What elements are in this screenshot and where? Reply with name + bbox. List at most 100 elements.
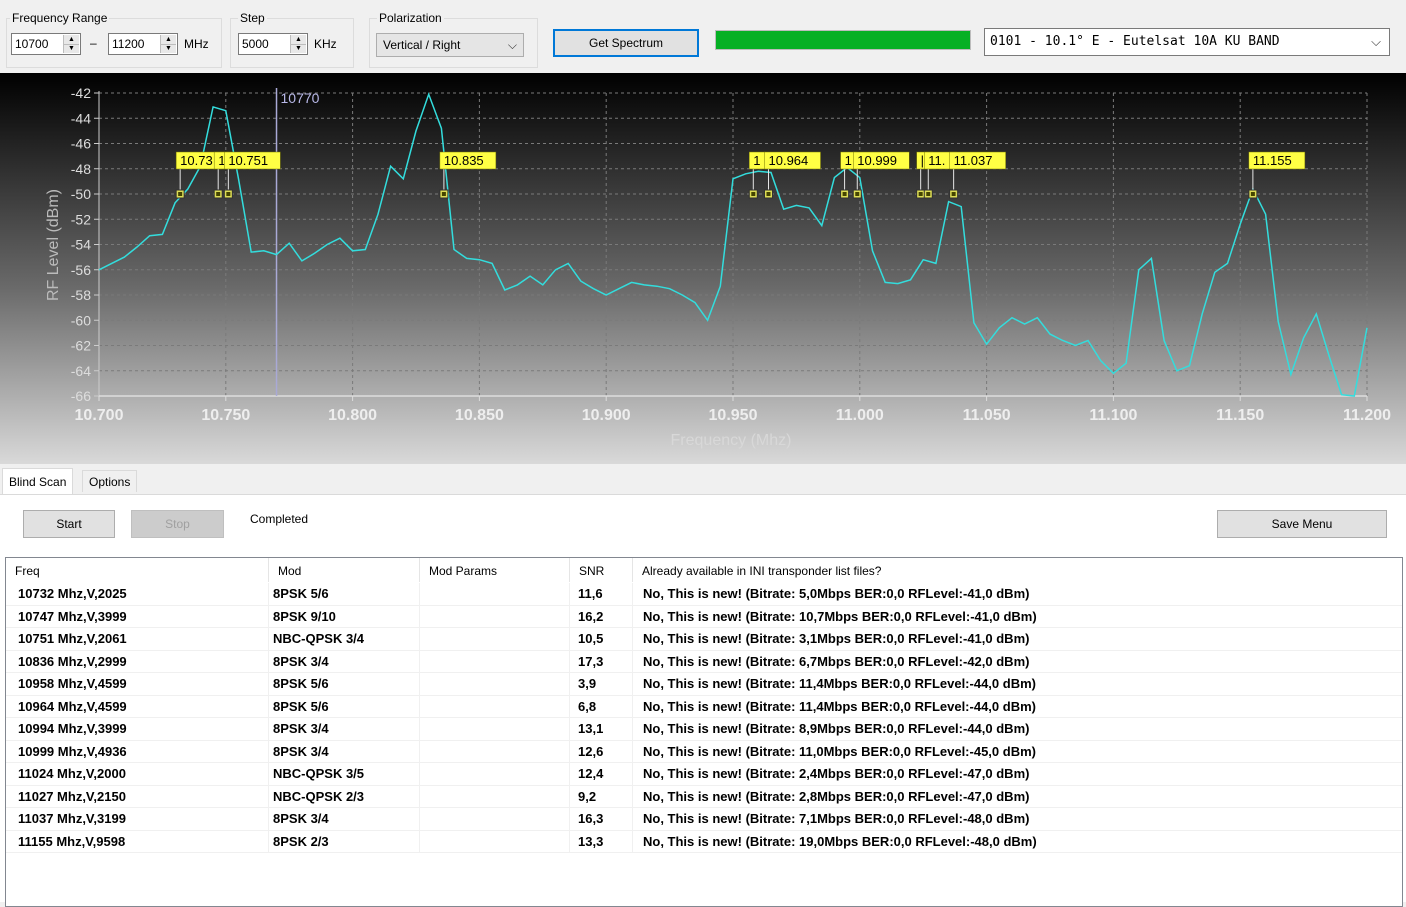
cell-availability: No, This is new! (Bitrate: 11,0Mbps BER:…	[633, 741, 1402, 763]
polarization-select[interactable]: Vertical / Right ⌵	[376, 33, 524, 57]
freq-range-dash: –	[90, 36, 97, 50]
cell-availability: No, This is new! (Bitrate: 11,4Mbps BER:…	[633, 673, 1402, 696]
cell-mod: 8PSK 3/4	[269, 808, 420, 831]
x-tick-label: 11.050	[963, 407, 1011, 424]
stop-label: Stop	[165, 517, 190, 531]
column-header-mod-params[interactable]: Mod Params	[420, 558, 570, 582]
freq-to-spinner[interactable]: 11200 ▲ ▼	[108, 33, 178, 55]
spin-up-icon[interactable]: ▲	[161, 35, 176, 44]
marker-label: 10.751	[228, 153, 268, 168]
y-tick-label: -48	[71, 161, 91, 177]
tab-blind-scan-label: Blind Scan	[9, 475, 67, 489]
cell-freq: 10732 Mhz,V,2025	[6, 583, 269, 606]
x-axis-title: Frequency (Mhz)	[671, 432, 792, 449]
start-button[interactable]: Start	[23, 510, 115, 538]
step-unit-label: KHz	[314, 37, 337, 51]
cell-snr: 6,8	[570, 695, 633, 718]
tab-options-label: Options	[89, 475, 131, 489]
step-group	[230, 18, 354, 68]
marker-square-dot	[951, 192, 956, 196]
column-header-mod[interactable]: Mod	[269, 558, 420, 582]
spin-down-icon[interactable]: ▼	[161, 43, 176, 53]
toolbar: Frequency Range 10700 ▲ ▼ – 11200 ▲ ▼ MHz …	[0, 0, 1406, 72]
table-row[interactable]: 10751 Mhz,V,2061 NBC-QPSK 3/4 10,5 No, This…	[6, 628, 1402, 651]
marker-label-box	[224, 151, 281, 170]
marker-square-dot	[926, 192, 931, 196]
transponder-list[interactable]: Freq Mod Mod Params SNR Already availabl…	[5, 557, 1403, 907]
table-row[interactable]: 10994 Mhz,V,3999 8PSK 3/4 13,1 No, This is …	[6, 718, 1402, 741]
marker-label-box	[439, 151, 497, 170]
spin-up-icon[interactable]: ▲	[64, 35, 79, 44]
chart-axes: -42 -44 -46 -48 -50 -52 -54 -56 -58 -60 -62 -64 -66 1…	[71, 85, 1391, 424]
table-row[interactable]: 10747 Mhz,V,3999 8PSK 9/10 16,2 No, This is…	[6, 605, 1402, 628]
y-tick-label: -56	[71, 262, 91, 278]
spin-down-icon[interactable]: ▼	[64, 43, 79, 53]
cell-freq: 10994 Mhz,V,3999	[6, 718, 269, 741]
x-tick-label: 10.750	[201, 407, 250, 424]
marker-label: 1	[845, 153, 852, 168]
x-tick-label: 11.000	[836, 407, 884, 424]
step-spinner[interactable]: 5000 ▲ ▼	[238, 33, 308, 55]
cell-freq: 11037 Mhz,V,3199	[6, 808, 269, 831]
get-spectrum-button[interactable]: Get Spectrum	[553, 29, 699, 57]
cell-mod-params	[420, 830, 570, 853]
table-row[interactable]: 10836 Mhz,V,2999 8PSK 3/4 17,3 No, This is …	[6, 650, 1402, 673]
tab-options[interactable]: Options	[82, 470, 138, 492]
cell-availability: No, This is new! (Bitrate: 2,8Mbps BER:0…	[633, 786, 1402, 808]
cell-snr: 13,1	[570, 718, 633, 741]
marker-square-dot	[766, 192, 771, 196]
table-row[interactable]: 10958 Mhz,V,4599 8PSK 5/6 3,9 No, This is n…	[6, 673, 1402, 696]
table-row[interactable]: 11027 Mhz,V,2150 NBC-QPSK 2/3 9,2 No, This …	[6, 785, 1402, 808]
spin-up-icon[interactable]: ▲	[291, 35, 306, 44]
cell-snr: 11,6	[570, 583, 633, 606]
cell-freq: 10751 Mhz,V,2061	[6, 628, 269, 651]
stop-button: Stop	[131, 510, 224, 538]
marker-label: 10.835	[444, 153, 484, 168]
chevron-down-icon: ⌵	[507, 38, 517, 52]
marker-square-dot	[918, 192, 923, 196]
cell-availability: No, This is new! (Bitrate: 19,0Mbps BER:…	[633, 831, 1402, 853]
table-row[interactable]: 11024 Mhz,V,2000 NBC-QPSK 3/5 12,4 No, This…	[6, 763, 1402, 786]
table-row[interactable]: 11037 Mhz,V,3199 8PSK 3/4 16,3 No, This is …	[6, 808, 1402, 831]
save-menu-button[interactable]: Save Menu	[1217, 510, 1387, 538]
chart-background	[0, 73, 1406, 464]
x-tick-label: 10.900	[582, 407, 631, 424]
freq-from-spinner[interactable]: 10700 ▲ ▼	[11, 33, 81, 55]
column-header-availability[interactable]: Already available in INI transponder lis…	[642, 564, 882, 578]
marker-label: 11.037	[954, 153, 993, 168]
spin-down-icon[interactable]: ▼	[291, 43, 306, 53]
marker-label: 10.964	[769, 153, 809, 168]
marker-square-dot	[441, 192, 446, 196]
spectrum-chart[interactable]: -42 -44 -46 -48 -50 -52 -54 -56 -58 -60 -62 -64 -66 1…	[0, 73, 1406, 464]
table-row[interactable]: 10732 Mhz,V,2025 8PSK 5/6 11,6 No, This is …	[6, 583, 1402, 606]
cell-availability: No, This is new! (Bitrate: 8,9Mbps BER:0…	[633, 718, 1402, 741]
cell-snr: 10,5	[570, 628, 633, 651]
freq-to-value: 11200	[112, 37, 145, 51]
cell-freq: 10747 Mhz,V,3999	[6, 605, 269, 628]
column-header-freq[interactable]: Freq	[6, 558, 269, 582]
x-tick-label: 11.100	[1089, 407, 1137, 424]
cell-snr: 17,3	[570, 650, 633, 673]
table-row[interactable]: 10964 Mhz,V,4599 8PSK 5/6 6,8 No, This is n…	[6, 695, 1402, 718]
x-tick-label: 10.800	[328, 407, 377, 424]
cursor-label: 10770	[281, 90, 320, 106]
cell-mod: NBC-QPSK 3/4	[269, 628, 420, 651]
tab-blind-scan[interactable]: Blind Scan	[2, 468, 74, 494]
scan-progress-fill	[716, 31, 970, 49]
step-label: Step	[238, 11, 267, 25]
table-row[interactable]: 10999 Mhz,V,4936 8PSK 3/4 12,6 No, This is …	[6, 740, 1402, 763]
cell-freq: 10964 Mhz,V,4599	[6, 695, 269, 718]
y-tick-label: -50	[71, 186, 91, 202]
table-row[interactable]: 11155 Mhz,V,9598 8PSK 2/3 13,3 No, This is …	[6, 830, 1402, 853]
cell-freq: 11027 Mhz,V,2150	[6, 785, 269, 808]
polarization-group	[369, 18, 538, 68]
y-tick-label: -46	[71, 136, 91, 152]
cell-mod-params	[420, 673, 570, 696]
cell-mod: 8PSK 3/4	[269, 650, 420, 673]
marker-label: 11.155	[1253, 153, 1292, 168]
spectrum-chart-svg: -42 -44 -46 -48 -50 -52 -54 -56 -58 -60 -62 -64 -66 1…	[0, 73, 1406, 464]
column-header-snr[interactable]: SNR	[570, 558, 633, 582]
satellite-select[interactable]: 0101 - 10.1° E - Eutelsat 10A KU BAND ⌵	[984, 28, 1390, 56]
marker-square-dot	[842, 192, 847, 196]
get-spectrum-label: Get Spectrum	[588, 36, 664, 50]
